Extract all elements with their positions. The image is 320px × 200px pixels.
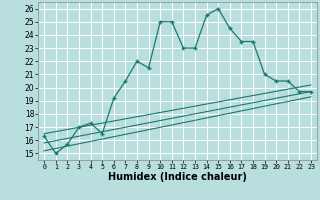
X-axis label: Humidex (Indice chaleur): Humidex (Indice chaleur) — [108, 172, 247, 182]
